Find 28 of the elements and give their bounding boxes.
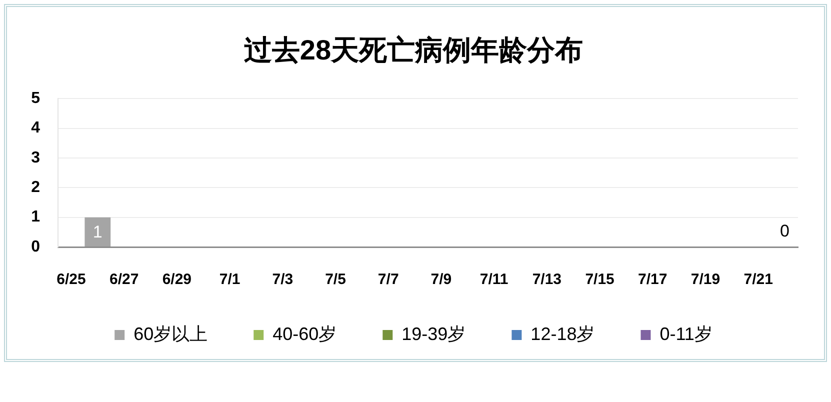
x-tick-label: 7/1 [219, 271, 240, 288]
x-tick-label: 7/7 [378, 271, 399, 288]
legend-label: 0-11岁 [660, 324, 712, 344]
legend-label: 60岁以上 [134, 324, 208, 344]
x-tick-label: 7/21 [744, 271, 773, 288]
x-tick-label: 7/13 [532, 271, 562, 288]
y-tick-label: 3 [31, 149, 40, 166]
x-tick-label: 7/15 [585, 271, 614, 288]
legend-label: 19-39岁 [402, 324, 466, 344]
x-tick-label: 6/29 [162, 271, 192, 288]
x-tick-label: 7/17 [638, 271, 668, 288]
x-tick-label: 7/5 [325, 271, 346, 288]
x-tick-label: 7/11 [480, 271, 508, 288]
y-tick-label: 0 [31, 238, 40, 256]
data-label: 0 [780, 222, 790, 241]
legend-label: 12-18岁 [530, 324, 595, 344]
x-tick-label: 6/25 [56, 271, 86, 288]
x-tick-label: 7/9 [430, 271, 452, 288]
x-tick-label: 7/19 [690, 271, 720, 288]
x-tick-label: 7/3 [272, 271, 294, 288]
y-tick-label: 4 [31, 120, 40, 137]
chart-title: 过去28天死亡病例年龄分布 [242, 34, 584, 66]
y-tick-label: 1 [31, 208, 40, 226]
y-tick-label: 5 [31, 90, 40, 108]
y-tick-label: 2 [31, 179, 40, 196]
legend-label: 40-60岁 [272, 324, 337, 344]
x-tick-label: 6/27 [109, 271, 139, 288]
data-label: 1 [92, 222, 102, 242]
